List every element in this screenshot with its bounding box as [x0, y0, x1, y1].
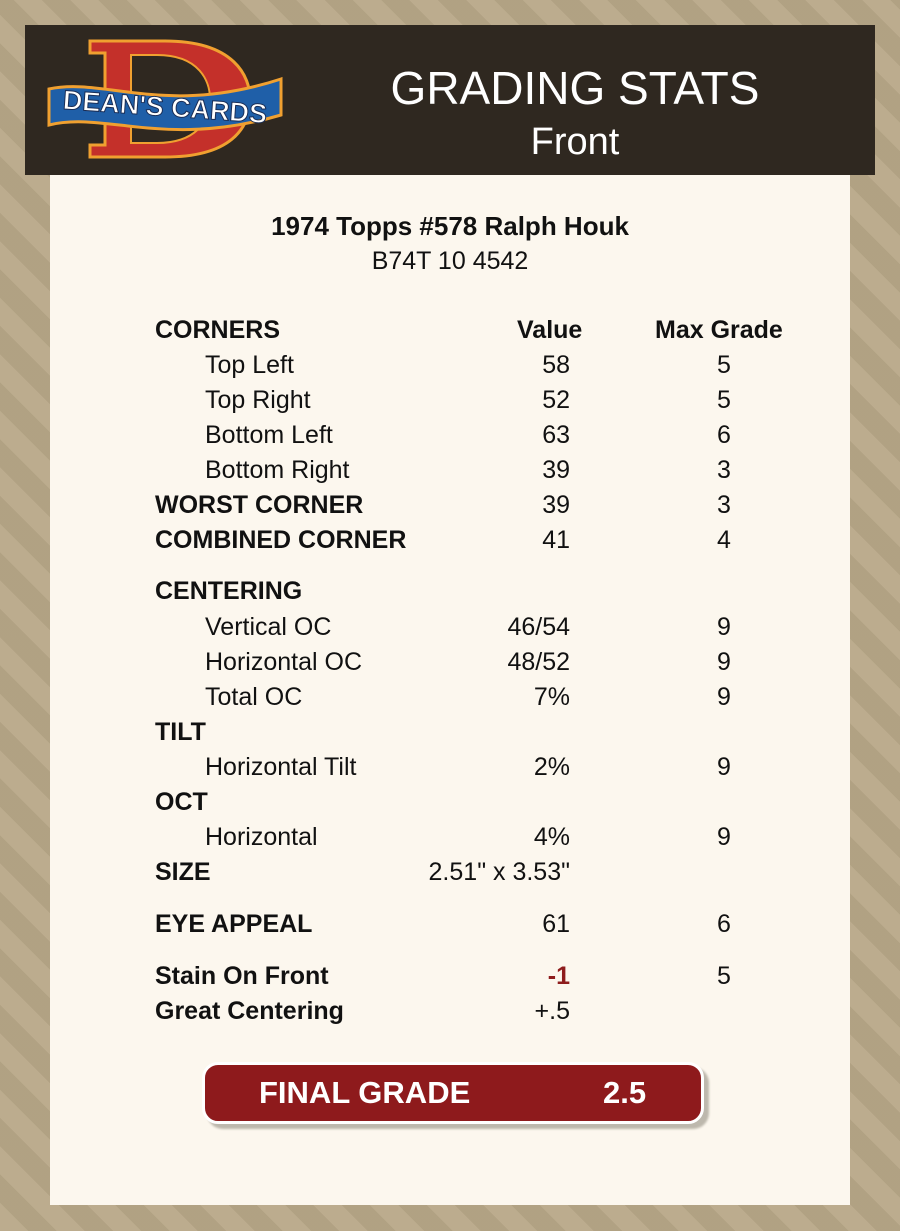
stat-row: Top Right 52 5: [50, 386, 850, 416]
deans-cards-logo: DEAN'S CARDS: [47, 39, 283, 159]
stat-max-grade: 5: [717, 351, 731, 379]
final-grade-badge: FINAL GRADE 2.5: [202, 1062, 704, 1124]
stat-value: 7%: [533, 683, 570, 711]
stat-label: Vertical OC: [205, 613, 332, 641]
stat-row: CORNERS: [50, 316, 850, 346]
stat-row: SIZE 2.51" x 3.53": [50, 858, 850, 888]
stat-label: Great Centering: [155, 997, 344, 1025]
stat-max-grade: 5: [717, 962, 731, 990]
stat-value: 58: [542, 351, 570, 379]
stat-row: TILT: [50, 718, 850, 748]
stat-label: OCT: [155, 788, 208, 816]
stat-label: Horizontal Tilt: [205, 753, 357, 781]
stat-row: Top Left 58 5: [50, 351, 850, 381]
stat-row: Stain On Front -1 5: [50, 962, 850, 992]
stat-value: +.5: [534, 997, 570, 1025]
stat-label: Bottom Right: [205, 456, 350, 484]
stat-row: Horizontal OC 48/52 9: [50, 648, 850, 678]
stat-label: Horizontal OC: [205, 648, 362, 676]
stat-max-grade: 6: [717, 421, 731, 449]
max-grade-column-header: Max Grade: [655, 316, 783, 344]
stat-value: 39: [542, 491, 570, 519]
stat-label: CORNERS: [155, 316, 281, 344]
stat-value: 61: [542, 910, 570, 938]
stat-max-grade: 9: [717, 823, 731, 851]
stat-row: Great Centering +.5: [50, 997, 850, 1027]
stat-label: Horizontal: [205, 823, 318, 851]
stat-label: Stain On Front: [155, 962, 329, 990]
stat-row: OCT: [50, 788, 850, 818]
card-id: B74T 10 4542: [371, 247, 529, 275]
stat-row: Horizontal Tilt 2% 9: [50, 753, 850, 783]
stat-value: 48/52: [507, 648, 570, 676]
card-title: 1974 Topps #578 Ralph Houk: [271, 211, 629, 241]
stat-value: 63: [542, 421, 570, 449]
page-subtitle: Front: [530, 121, 620, 163]
stat-value: 2%: [533, 753, 570, 781]
stat-label: Top Left: [205, 351, 294, 379]
value-column-header: Value: [517, 316, 583, 344]
stat-label: COMBINED CORNER: [155, 526, 407, 554]
stat-max-grade: 3: [717, 456, 731, 484]
final-grade-value: 2.5: [603, 1075, 647, 1110]
stat-row: Vertical OC 46/54 9: [50, 613, 850, 643]
stat-value: 41: [542, 526, 570, 554]
stat-max-grade: 9: [717, 753, 731, 781]
stat-max-grade: 9: [717, 613, 731, 641]
stat-label: SIZE: [155, 858, 211, 886]
stat-value: 46/54: [507, 613, 570, 641]
stat-max-grade: 3: [717, 491, 731, 519]
stat-label: Total OC: [205, 683, 303, 711]
stat-label: Top Right: [205, 386, 311, 414]
stat-label: Bottom Left: [205, 421, 333, 449]
stat-max-grade: 9: [717, 683, 731, 711]
stat-row: WORST CORNER 39 3: [50, 491, 850, 521]
stat-row: Total OC 7% 9: [50, 683, 850, 713]
stat-row: Horizontal 4% 9: [50, 823, 850, 853]
stat-max-grade: 4: [717, 526, 731, 554]
stat-row: Bottom Left 63 6: [50, 421, 850, 451]
stat-label: EYE APPEAL: [155, 910, 313, 938]
stat-max-grade: 6: [717, 910, 731, 938]
stat-row: COMBINED CORNER 41 4: [50, 526, 850, 556]
stat-row: Bottom Right 39 3: [50, 456, 850, 486]
stat-max-grade: 5: [717, 386, 731, 414]
stat-label: TILT: [155, 718, 206, 746]
page-title: GRADING STATS: [390, 62, 760, 114]
stat-max-grade: 9: [717, 648, 731, 676]
stat-value: 39: [542, 456, 570, 484]
stat-value: 52: [542, 386, 570, 414]
stat-row: EYE APPEAL 61 6: [50, 910, 850, 940]
stat-value: 2.51" x 3.53": [428, 858, 570, 886]
stat-label: CENTERING: [155, 577, 303, 605]
stat-value: 4%: [533, 823, 570, 851]
header-banner: DEAN'S CARDS GRADING STATS Front: [25, 25, 875, 175]
stat-value: -1: [547, 962, 570, 990]
final-grade-label: FINAL GRADE: [259, 1075, 471, 1110]
stat-row: CENTERING: [50, 577, 850, 607]
grading-card: 1974 Topps #578 Ralph Houk B74T 10 4542 …: [50, 175, 850, 1205]
stat-label: WORST CORNER: [155, 491, 364, 519]
